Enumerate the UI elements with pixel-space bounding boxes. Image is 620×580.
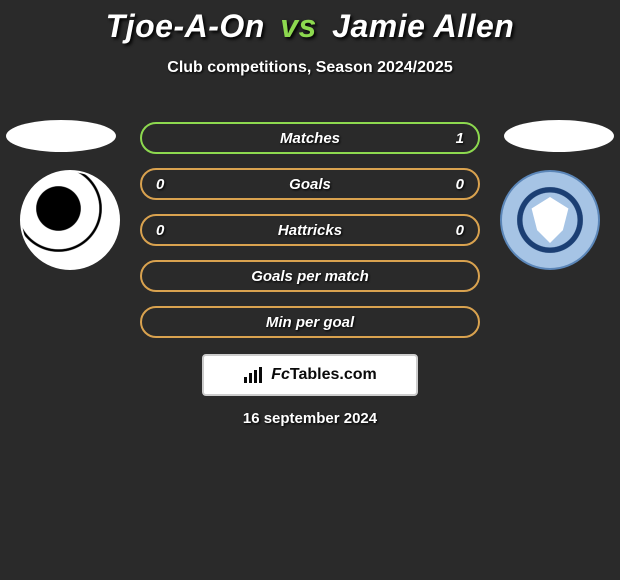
brand-rest: Tables.com xyxy=(290,366,377,384)
stat-label: Matches xyxy=(280,130,340,147)
stat-label: Min per goal xyxy=(266,314,354,331)
stat-row-hattricks: 0 Hattricks 0 xyxy=(140,214,480,246)
stat-row-goals-per-match: Goals per match xyxy=(140,260,480,292)
club-logo-left xyxy=(20,170,120,270)
club-logo-right xyxy=(500,170,600,270)
stat-left-value: 0 xyxy=(156,222,164,239)
stat-label: Hattricks xyxy=(278,222,342,239)
stat-rows-container: Matches 1 0 Goals 0 0 Hattricks 0 Goals … xyxy=(140,122,480,352)
player1-name: Tjoe-A-On xyxy=(106,8,265,44)
stat-right-value: 0 xyxy=(456,176,464,193)
player2-name: Jamie Allen xyxy=(332,8,514,44)
stat-row-goals: 0 Goals 0 xyxy=(140,168,480,200)
stat-left-value: 0 xyxy=(156,176,164,193)
subtitle: Club competitions, Season 2024/2025 xyxy=(0,59,620,77)
stat-label: Goals xyxy=(289,176,331,193)
stat-right-value: 0 xyxy=(456,222,464,239)
stat-right-value: 1 xyxy=(456,130,464,147)
player1-photo-ellipse xyxy=(6,120,116,152)
stat-row-matches: Matches 1 xyxy=(140,122,480,154)
date-line: 16 september 2024 xyxy=(0,410,620,427)
brand-prefix: Fc xyxy=(271,366,290,384)
brand-box: FcTables.com xyxy=(202,354,418,396)
comparison-title: Tjoe-A-On vs Jamie Allen xyxy=(0,0,620,45)
player2-photo-ellipse xyxy=(504,120,614,152)
stat-row-min-per-goal: Min per goal xyxy=(140,306,480,338)
bar-chart-icon xyxy=(243,366,265,384)
vs-label: vs xyxy=(280,8,317,44)
stat-label: Goals per match xyxy=(251,268,369,285)
